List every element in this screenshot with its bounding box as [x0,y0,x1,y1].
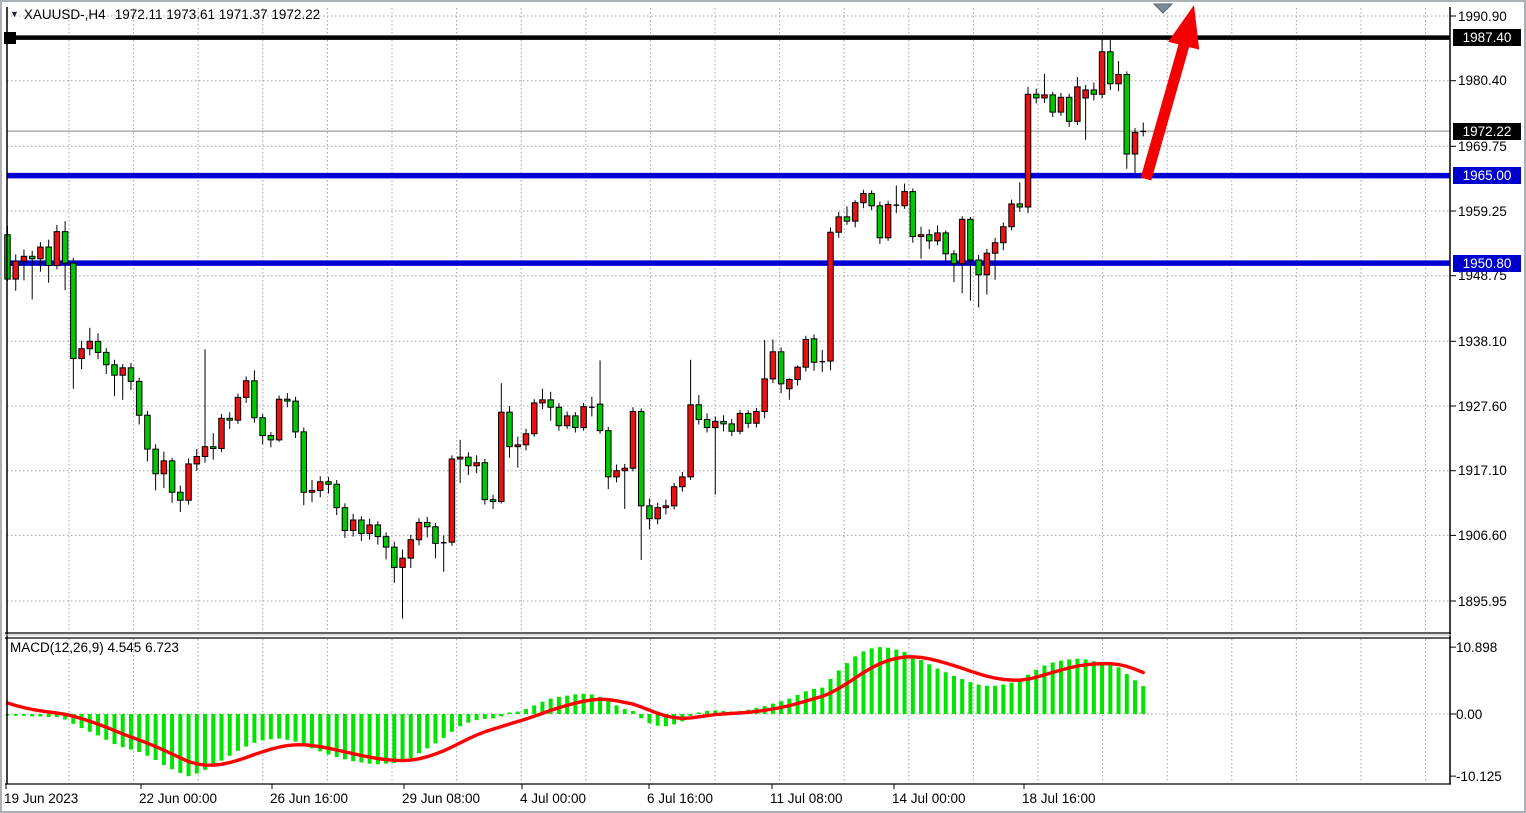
macd-layer [5,647,1146,777]
price-axis-label: 1895.95 [1458,593,1507,609]
macd-axis-label: 10.898 [1456,639,1498,655]
macd-axis-label: -10.125 [1456,768,1502,784]
indicator-label: MACD(12,26,9) 4.545 6.723 [10,640,179,655]
trend-arrow-head[interactable] [1168,5,1200,50]
pane-borders [5,7,1451,785]
price-axis-label: 1927.60 [1458,398,1507,414]
price-badge-1987.40: 1987.40 [1453,29,1521,47]
price-axis-label: 1969.75 [1458,138,1507,154]
grid-layer [7,8,1450,783]
price-axis-label: 1959.25 [1458,203,1507,219]
candles-layer [4,38,1147,619]
price-badge-1950.80: 1950.80 [1453,254,1521,272]
symbol-timeframe: XAUUSD-,H4 [23,7,106,22]
macd-axis-label: 0.00 [1456,706,1483,722]
chart-title: ▼ XAUUSD-,H4 1972.11 1973.61 1971.37 1972.… [10,7,320,22]
price-axis-label: 1980.40 [1458,73,1507,89]
price-axis-label: 1906.60 [1458,527,1507,543]
trend-arrow-shaft[interactable] [1140,43,1190,181]
shift-marker-icon[interactable] [1152,3,1174,14]
annotations-layer[interactable] [1140,3,1200,181]
axis-ticks [5,15,1456,789]
symbol-dropdown-icon[interactable]: ▼ [10,9,19,19]
price-axis-label: 1917.10 [1458,463,1507,479]
price-axis-label: 1938.10 [1458,333,1507,349]
macd-signal-line [5,655,1145,767]
price-badge-1972.22: 1972.22 [1453,122,1521,140]
line-anchor-handle[interactable] [4,32,16,44]
level-lines-layer[interactable] [4,32,1450,266]
price-badge-1965.00: 1965.00 [1453,167,1521,185]
title-ohlc-values: 1972.11 1973.61 1971.37 1972.22 [114,7,321,22]
price-axis-label: 1990.90 [1458,8,1507,24]
price-axis-label: 1948.75 [1458,268,1507,284]
